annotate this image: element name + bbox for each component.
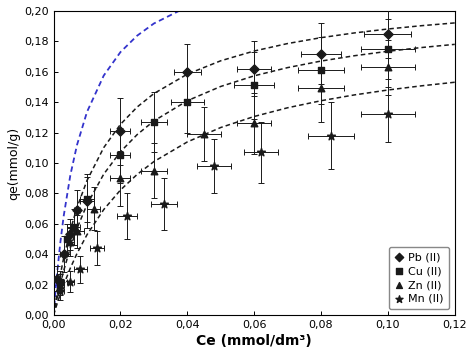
- Zn (II): [73, 229, 81, 234]
- Zn (II): [200, 131, 208, 137]
- Mn (II): [384, 111, 392, 117]
- X-axis label: Ce (mmol/dm³): Ce (mmol/dm³): [196, 334, 312, 348]
- Cu (II): [183, 99, 191, 105]
- Cu (II): [150, 119, 158, 125]
- Legend: Pb (II), Cu (II), Zn (II), Mn (II): Pb (II), Cu (II), Zn (II), Mn (II): [389, 247, 449, 310]
- Mn (II): [56, 288, 64, 294]
- Cu (II): [384, 46, 392, 52]
- Mn (II): [257, 149, 264, 155]
- Zn (II): [117, 175, 124, 181]
- Mn (II): [160, 201, 168, 207]
- Pb (II): [250, 66, 258, 72]
- Pb (II): [117, 128, 124, 134]
- Zn (II): [250, 121, 258, 126]
- Zn (II): [66, 239, 74, 245]
- Pb (II): [183, 69, 191, 75]
- Zn (II): [56, 282, 64, 288]
- Pb (II): [384, 31, 392, 37]
- Pb (II): [317, 51, 325, 56]
- Y-axis label: qe(mmol/g): qe(mmol/g): [7, 126, 20, 200]
- Pb (II): [66, 231, 74, 237]
- Mn (II): [76, 267, 84, 272]
- Mn (II): [327, 133, 335, 138]
- Zn (II): [90, 206, 98, 212]
- Cu (II): [317, 67, 325, 73]
- Pb (II): [83, 198, 91, 204]
- Zn (II): [384, 64, 392, 70]
- Zn (II): [317, 86, 325, 91]
- Cu (II): [63, 236, 71, 242]
- Pb (II): [53, 276, 61, 282]
- Mn (II): [210, 163, 218, 169]
- Pb (II): [73, 207, 81, 213]
- Cu (II): [70, 224, 77, 230]
- Zn (II): [150, 168, 158, 174]
- Cu (II): [56, 279, 64, 284]
- Cu (II): [250, 83, 258, 88]
- Mn (II): [93, 245, 101, 251]
- Cu (II): [117, 153, 124, 158]
- Mn (II): [123, 213, 131, 219]
- Cu (II): [83, 197, 91, 202]
- Mn (II): [66, 279, 74, 284]
- Pb (II): [60, 251, 67, 257]
